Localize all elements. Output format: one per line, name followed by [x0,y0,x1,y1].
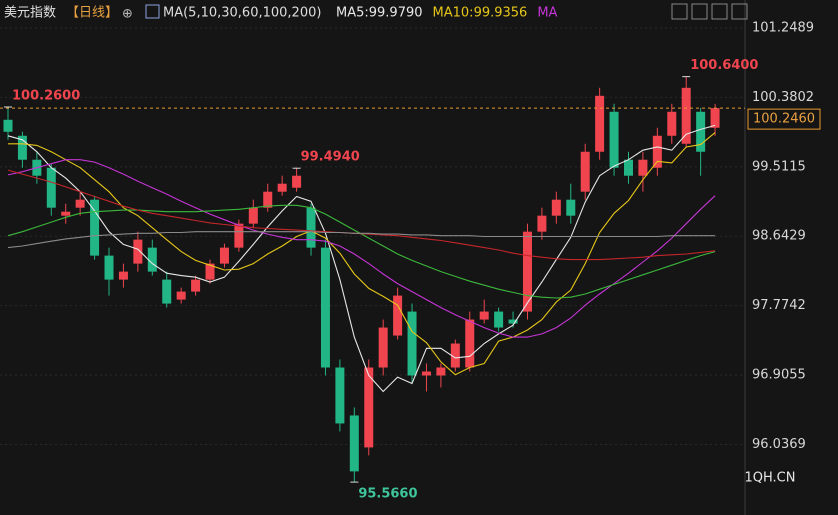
candle-body [205,263,215,280]
candle-body [465,319,475,368]
candle-body [450,343,460,368]
candle-body [479,311,489,320]
ma-line [7,159,716,338]
candle-body [595,95,605,152]
candle-body [234,223,244,248]
candle-body [522,231,532,312]
chart-title: 美元指数 [4,6,56,21]
candle-body [667,111,677,136]
candle-body [219,247,229,264]
candle-body [580,151,590,192]
button[interactable] [691,3,708,20]
candle-body [90,199,100,256]
button[interactable] [671,3,688,20]
candle-body [623,159,633,176]
candle-body [407,311,417,376]
ma-line [7,124,716,393]
ma-line [7,231,716,249]
candle-body [248,207,258,224]
candle-body [551,199,561,216]
candle-body [609,111,619,168]
annotation-label: 99.4940 [301,150,360,165]
candle-body [306,207,316,248]
candle-body [263,191,273,208]
candle-body [162,279,172,304]
y-tick-label: 96.0369 [752,437,806,452]
candle-body [133,239,143,264]
ma-header: MA(5,10,30,60,100,200) [163,6,321,21]
period: 【日线】 [66,6,118,21]
candle-body [537,215,547,232]
candle-body [17,135,27,160]
y-tick-label: 96.9055 [752,368,806,383]
y-tick-label: 98.6429 [752,229,806,244]
candle-body [104,255,114,280]
candle-body [61,211,71,216]
candle-body [681,87,691,144]
candle-body [494,311,504,328]
candle-body [147,247,157,272]
candle-body [176,291,186,300]
y-tick-label: 97.7742 [752,298,806,313]
candle-body [364,367,374,448]
candle-body [277,183,287,192]
annotation-label: 100.2600 [12,89,80,104]
ma-value: MA [537,6,557,21]
settings-icon[interactable]: ⊕ [122,7,133,22]
candle-body [652,135,662,168]
candle-body [292,175,302,188]
ma-icon[interactable] [145,4,160,19]
candle-body [710,108,720,128]
ma-value: MA10:99.9356 [433,6,528,21]
watermark: 1QH.CN [745,471,796,486]
candle-body [335,367,345,424]
candle-body [378,327,388,368]
candle-body [320,247,330,368]
candle-body [3,119,13,132]
y-tick-label: 99.5115 [752,159,806,174]
candle-body [508,319,518,324]
candle-body [349,415,359,472]
candle-body [421,371,431,376]
candle-body [191,279,201,292]
candle-body [436,367,446,376]
last-price-label: 100.2460 [753,112,815,127]
annotation-label: 95.5660 [358,487,417,502]
candle-body [46,167,56,208]
y-tick-label: 101.2489 [752,20,814,35]
annotation-label: 100.6400 [690,58,758,73]
last-price-box [747,108,821,130]
candle-body [696,111,706,152]
button[interactable] [711,3,728,20]
window-buttons [671,3,748,20]
candle-body [638,159,648,176]
y-tick-label: 100.3802 [752,90,814,105]
ma-value: MA5:99.9790 [336,6,423,21]
candle-body [118,271,128,280]
candle-body [566,199,576,216]
candle-body [393,295,403,336]
button[interactable] [731,3,748,20]
ma-line [8,132,716,376]
candle-body [75,199,85,208]
